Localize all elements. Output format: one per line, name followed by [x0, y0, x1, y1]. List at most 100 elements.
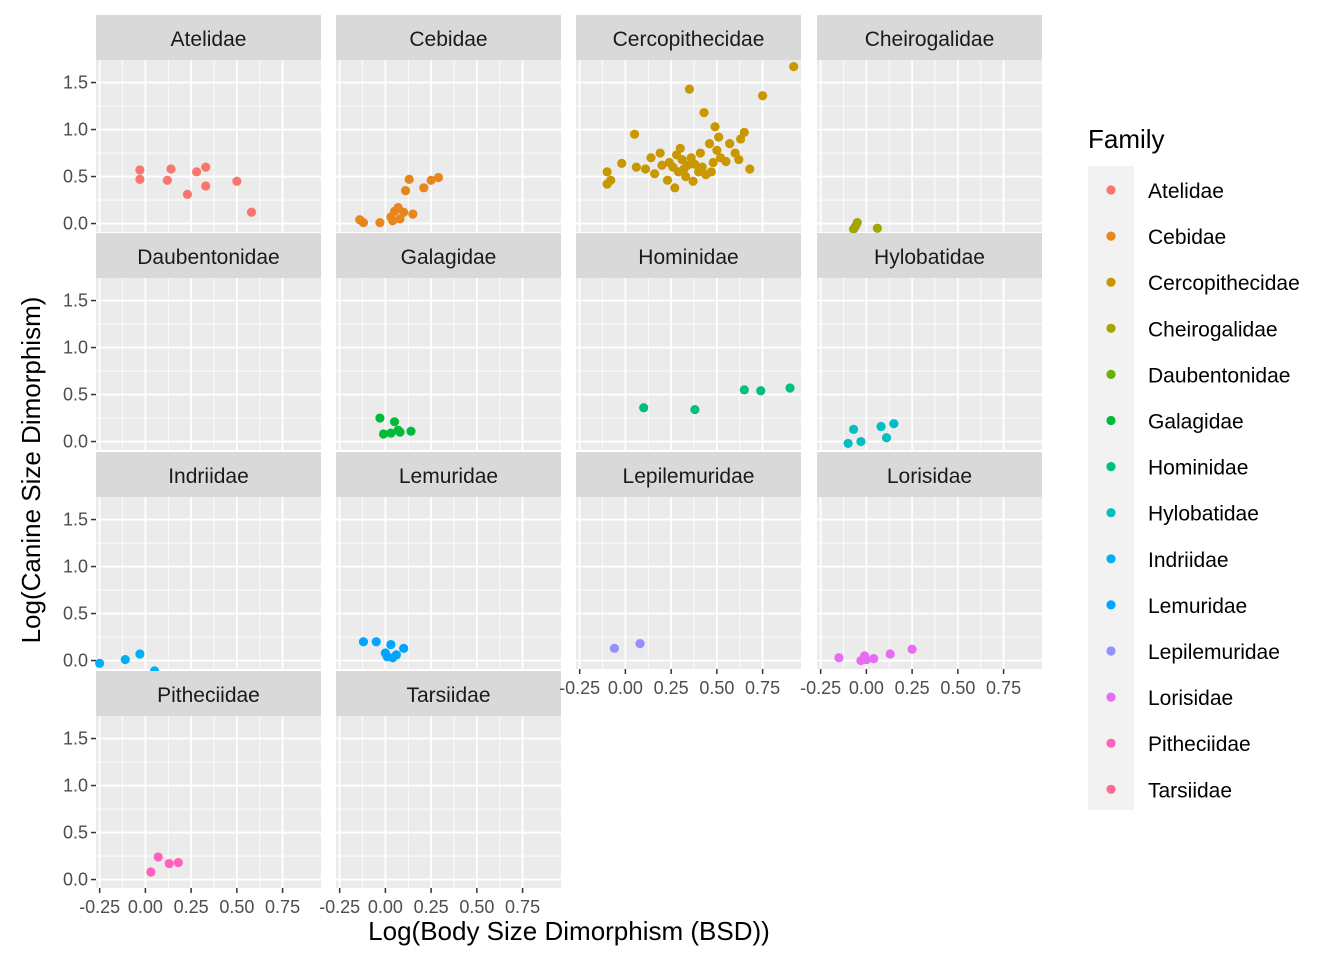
y-tick-label: 0.5	[63, 167, 88, 187]
point-cebidae-11	[408, 209, 418, 219]
point-cercopithecidae-0	[602, 167, 612, 177]
y-tick-label: 1.0	[63, 338, 88, 358]
point-cercopithecidae-39	[725, 139, 735, 149]
point-lorisidae-0	[834, 653, 844, 663]
point-atelidae-1	[135, 174, 145, 184]
point-hominidae-4	[785, 383, 795, 393]
legend-label-cebidae: Cebidae	[1148, 226, 1226, 249]
legend-label-hylobatidae: Hylobatidae	[1148, 503, 1259, 526]
y-tick-label: 1.5	[63, 291, 88, 311]
x-tick-label: 0.00	[128, 897, 163, 917]
y-tick-label: 1.5	[63, 73, 88, 93]
y-tick-label: 0.5	[63, 823, 88, 843]
strip-label-cheirogalidae: Cheirogalidae	[865, 28, 995, 51]
y-tick-label: 1.0	[63, 776, 88, 796]
strip-hominidae	[576, 233, 801, 278]
point-lepilemuridae-0	[609, 643, 620, 653]
x-tick-label: 0.25	[414, 897, 449, 917]
strip-label-daubentonidae: Daubentonidae	[137, 246, 279, 269]
strip-galagidae	[336, 233, 561, 278]
panel-hylobatidae: Hylobatidae	[817, 233, 1042, 450]
point-cercopithecidae-17	[675, 143, 685, 153]
point-atelidae-6	[201, 162, 211, 172]
point-galagidae-6	[406, 426, 416, 436]
point-cebidae-8	[399, 207, 409, 217]
legend-key-galagidae	[1106, 415, 1116, 426]
point-hylobatidae-4	[881, 433, 892, 443]
panel-lorisidae: Lorisidae	[817, 452, 1042, 669]
panel-tarsiidae: Tarsiidae	[336, 671, 561, 888]
strip-label-cebidae: Cebidae	[409, 28, 487, 51]
point-cercopithecidae-33	[708, 157, 718, 168]
legend-key-cebidae	[1106, 231, 1116, 241]
panel-cheirogalidae: Cheirogalidae	[817, 15, 1042, 234]
point-lemuridae-1	[371, 637, 381, 647]
strip-daubentonidae	[96, 233, 321, 278]
point-cercopithecidae-25	[690, 159, 700, 169]
x-tick-label: -0.25	[79, 897, 120, 917]
point-cercopithecidae-3	[617, 158, 627, 168]
panel-cercopithecidae: Cercopithecidae	[576, 15, 801, 232]
legend-label-cheirogalidae: Cheirogalidae	[1148, 318, 1278, 341]
strip-cercopithecidae	[576, 15, 801, 60]
x-tick-label: 0.25	[654, 678, 689, 698]
strip-label-hylobatidae: Hylobatidae	[874, 246, 985, 269]
plot-area-lepilemuridae	[576, 497, 801, 669]
point-atelidae-9	[246, 207, 257, 217]
strip-label-atelidae: Atelidae	[171, 28, 247, 51]
point-cercopithecidae-45	[757, 91, 768, 101]
strip-pitheciidae	[96, 671, 321, 716]
panel-galagidae: Galagidae	[336, 233, 561, 450]
point-cebidae-10	[404, 174, 414, 184]
panel-hominidae: Hominidae	[576, 233, 801, 450]
point-galagidae-5	[395, 427, 405, 437]
legend-title: Family	[1088, 124, 1165, 154]
point-cercopithecidae-34	[710, 122, 720, 132]
point-lemuridae-4	[386, 639, 396, 650]
x-tick-label: 0.75	[745, 678, 780, 698]
x-tick-label: 0.25	[895, 678, 930, 698]
panel-atelidae: Atelidae	[96, 15, 321, 232]
legend-key-indriidae	[1106, 554, 1116, 564]
y-tick-label: 0.5	[63, 604, 88, 624]
point-pitheciidae-2	[164, 858, 174, 869]
point-lepilemuridae-1	[635, 639, 645, 649]
strip-atelidae	[96, 15, 321, 60]
plot-area-indriidae	[96, 497, 321, 669]
legend-key-lorisidae	[1106, 692, 1116, 702]
point-cebidae-9	[400, 186, 411, 196]
y-tick-label: 0.0	[63, 870, 88, 890]
panel-cebidae: Cebidae	[336, 15, 561, 232]
point-pitheciidae-1	[153, 852, 163, 862]
point-cercopithecidae-6	[640, 164, 651, 174]
point-hominidae-1	[690, 404, 700, 415]
plot-area-hominidae	[576, 278, 801, 450]
x-tick-label: 0.50	[459, 897, 494, 917]
plot-area-cheirogalidae	[817, 60, 1042, 232]
point-atelidae-2	[162, 175, 172, 185]
point-galagidae-1	[378, 429, 389, 439]
x-tick-label: -0.25	[319, 897, 360, 917]
plot-area-lemuridae	[336, 497, 561, 669]
legend-label-tarsiidae: Tarsiidae	[1148, 779, 1232, 802]
strip-label-lorisidae: Lorisidae	[887, 465, 972, 488]
point-cercopithecidae-31	[704, 139, 715, 149]
point-galagidae-0	[375, 413, 385, 423]
x-tick-label: 0.75	[986, 678, 1021, 698]
strip-label-hominidae: Hominidae	[638, 246, 738, 269]
point-cebidae-4	[388, 216, 398, 226]
y-tick-label: 1.5	[63, 510, 88, 530]
legend-label-atelidae: Atelidae	[1148, 180, 1224, 203]
point-cercopithecidae-2	[606, 175, 616, 185]
point-cercopithecidae-38	[721, 156, 731, 167]
panel-lemuridae: Lemuridae	[336, 452, 561, 669]
y-axis-title: Log(Canine Size Dimorphism)	[16, 297, 46, 644]
x-tick-label: 0.50	[219, 897, 254, 917]
x-tick-label: 0.00	[608, 678, 643, 698]
x-tick-label: -0.25	[559, 678, 600, 698]
point-cheirogalidae-3	[872, 223, 882, 233]
plot-area-galagidae	[336, 278, 561, 450]
point-hylobatidae-1	[848, 424, 859, 434]
point-lemuridae-0	[358, 637, 369, 647]
